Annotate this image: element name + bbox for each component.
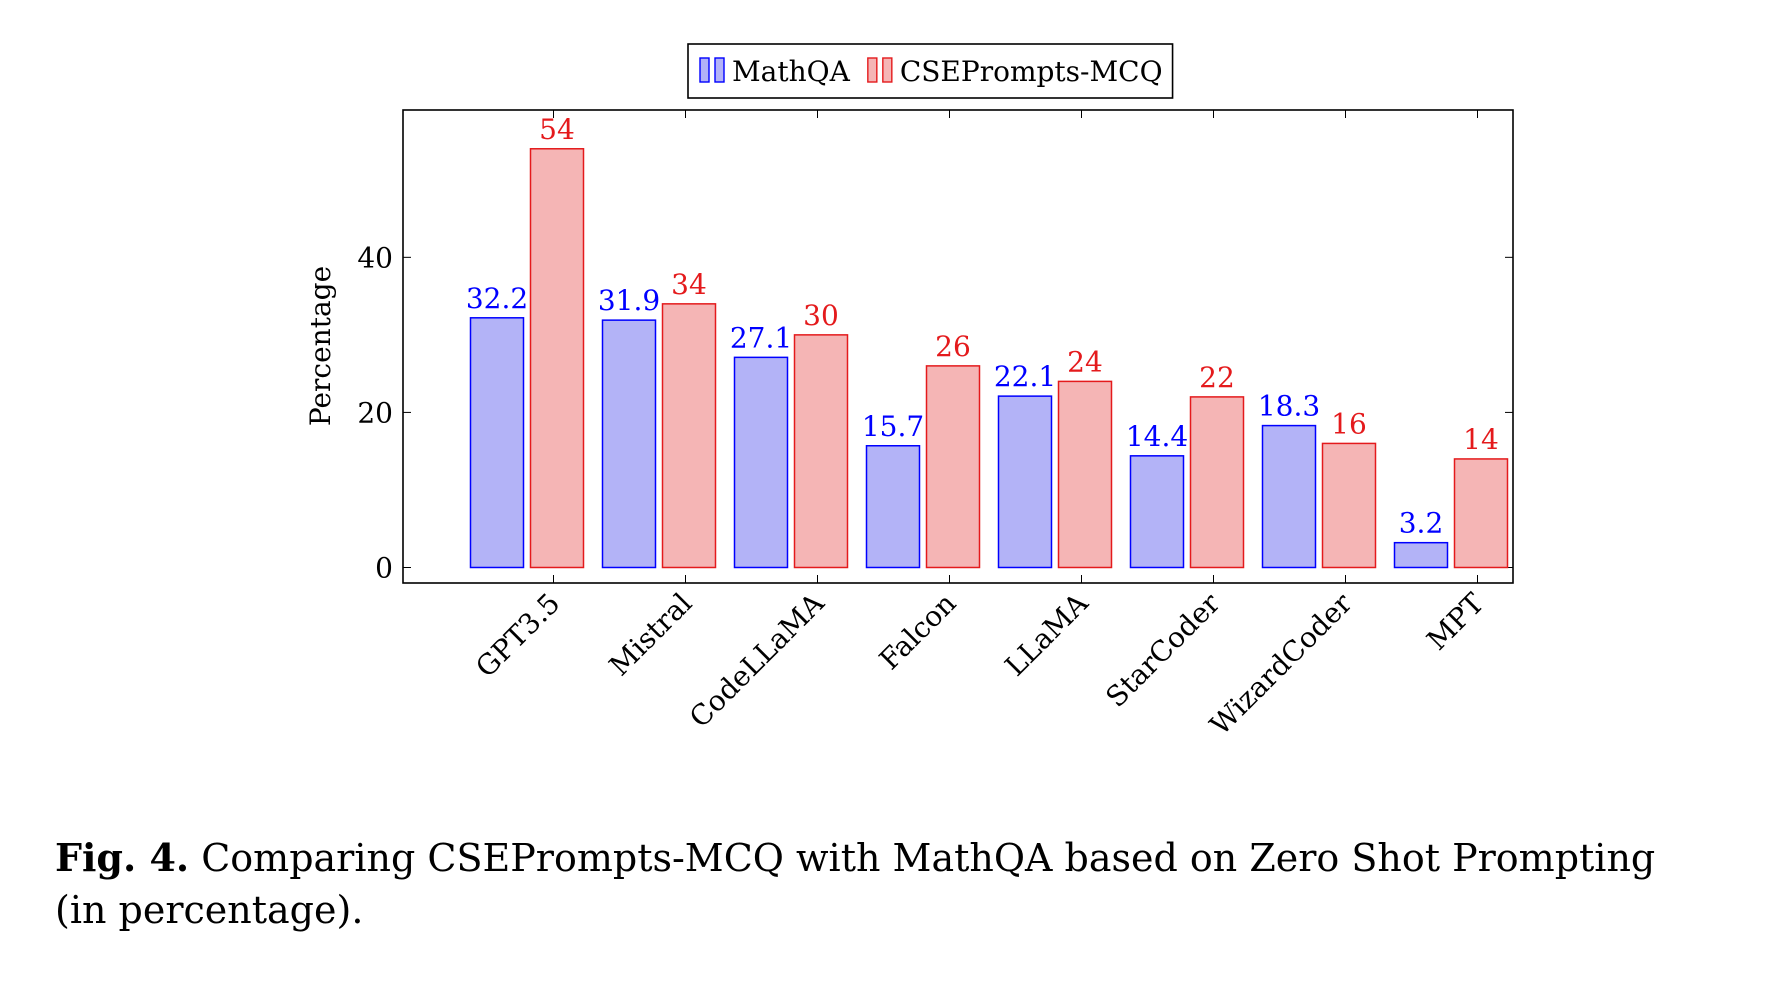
data-label: 14.4 bbox=[1126, 420, 1188, 453]
data-labels: 32.2 54 31.9 34 27.1 30 15.7 26 22.1 24 14.4 22 18.3… bbox=[466, 113, 1499, 540]
bar-mathqa-starcoder bbox=[1129, 455, 1185, 569]
figure-caption: Fig. 4. Comparing CSEPrompts-MCQ with Ma… bbox=[55, 832, 1755, 936]
figure-label: Fig. 4. bbox=[55, 835, 190, 880]
data-label: 3.2 bbox=[1399, 507, 1444, 540]
legend: MathQA CSEPrompts-MCQ bbox=[687, 43, 1174, 99]
legend-label: MathQA bbox=[732, 55, 851, 88]
bar-mathqa-llama bbox=[997, 395, 1053, 569]
caption-text: Comparing CSEPrompts-MCQ with MathQA bas… bbox=[201, 836, 1656, 880]
x-tick-label: GPT3.5 bbox=[469, 587, 566, 684]
y-tick-label: 0 bbox=[375, 551, 393, 584]
bar-cseprompts-mcq-wizardcoder bbox=[1321, 442, 1377, 569]
legend-label: CSEPrompts-MCQ bbox=[900, 55, 1163, 88]
bar-mathqa-mistral bbox=[601, 319, 657, 569]
bar-cseprompts-mcq-mpt bbox=[1453, 458, 1509, 569]
legend-swatch bbox=[867, 57, 878, 83]
x-tick-label: Mistral bbox=[603, 587, 699, 683]
legend-box bbox=[687, 43, 1174, 99]
x-tick-label: LLaMA bbox=[998, 586, 1095, 683]
bar-mathqa-wizardcoder bbox=[1261, 424, 1317, 569]
plot-frame bbox=[402, 109, 1514, 584]
axis-ticks bbox=[403, 110, 1513, 583]
bar-mathqa-mpt bbox=[1393, 541, 1449, 569]
data-label: 24 bbox=[1067, 345, 1103, 378]
x-tick-label: MPT bbox=[1420, 586, 1490, 656]
data-label: 16 bbox=[1331, 407, 1367, 440]
data-label: 22.1 bbox=[994, 360, 1056, 393]
legend-swatch bbox=[882, 57, 893, 83]
data-label: 15.7 bbox=[862, 410, 924, 443]
x-tick-label: WizardCoder bbox=[1203, 586, 1358, 741]
bar-mathqa-gpt3-5 bbox=[469, 317, 525, 569]
bar-cseprompts-mcq-codellama bbox=[793, 334, 849, 569]
bar-cseprompts-mcq-gpt3-5 bbox=[529, 148, 585, 569]
y-tick-label: 40 bbox=[357, 241, 393, 274]
data-label: 32.2 bbox=[466, 282, 528, 315]
data-label: 31.9 bbox=[598, 284, 660, 317]
bar-cseprompts-mcq-falcon bbox=[925, 365, 981, 569]
data-label: 27.1 bbox=[730, 321, 792, 354]
y-axis-label: Percentage bbox=[304, 266, 337, 426]
x-tick-label: CodeLLaMA bbox=[683, 586, 831, 734]
bars bbox=[469, 148, 1509, 569]
x-tick-label: Falcon bbox=[873, 587, 963, 677]
y-tick-label: 20 bbox=[357, 396, 393, 429]
bar-chart: MathQA CSEPrompts-MCQ 32.2 54 31.9 34 27.1 30 1… bbox=[304, 43, 1514, 742]
data-label: 18.3 bbox=[1258, 390, 1320, 423]
bar-cseprompts-mcq-starcoder bbox=[1189, 396, 1245, 569]
bar-cseprompts-mcq-mistral bbox=[661, 303, 717, 569]
bar-mathqa-codellama bbox=[733, 356, 789, 569]
legend-swatch bbox=[699, 57, 710, 83]
caption-text-line2: (in percentage). bbox=[55, 888, 364, 932]
x-tick-label: StarCoder bbox=[1099, 586, 1226, 713]
data-label: 34 bbox=[671, 268, 707, 301]
data-label: 14 bbox=[1463, 423, 1499, 456]
y-tick-labels: 0 20 40 bbox=[357, 241, 393, 584]
data-label: 30 bbox=[803, 299, 839, 332]
bar-mathqa-falcon bbox=[865, 445, 921, 569]
legend-swatch bbox=[714, 57, 725, 83]
bar-cseprompts-mcq-llama bbox=[1057, 380, 1113, 569]
data-label: 22 bbox=[1199, 361, 1235, 394]
data-label: 54 bbox=[539, 113, 575, 146]
data-label: 26 bbox=[935, 330, 971, 363]
